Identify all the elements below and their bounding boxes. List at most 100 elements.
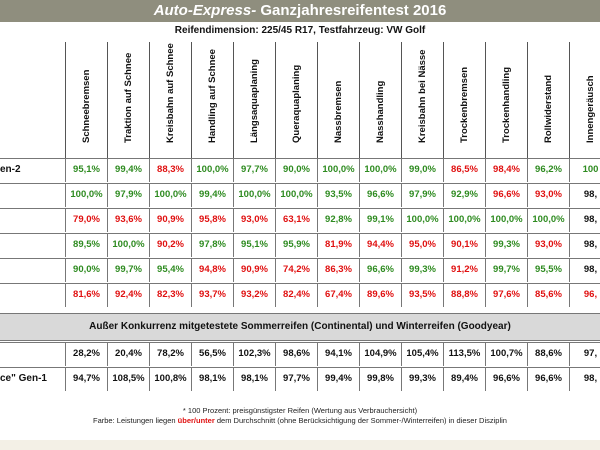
table-cell: 74,2% <box>275 259 317 282</box>
table-cell: 95,1% <box>65 159 107 182</box>
column-header: Trockenbremsen <box>443 42 485 158</box>
table-cell: 97,9% <box>107 184 149 207</box>
column-header: Rollwiderstand <box>527 42 569 158</box>
table-cell: 100,0% <box>275 184 317 207</box>
table-cell: 97,6% <box>485 284 527 307</box>
footnote-2-highlight: über/unter <box>177 416 215 425</box>
table-cell: 98, <box>569 259 600 282</box>
table-cell: 95,0% <box>401 234 443 257</box>
table-cell: 89,4% <box>443 368 485 391</box>
table-cell: 82,4% <box>275 284 317 307</box>
table-cell: 100,0% <box>65 184 107 207</box>
table-cell: 98, <box>569 209 600 232</box>
column-header: Längsaquaplaning <box>233 42 275 158</box>
table-cell: 99,8% <box>359 368 401 391</box>
table-cell: 98, <box>569 368 600 391</box>
table-cell: 100,7% <box>485 343 527 366</box>
table-cell: 94,4% <box>359 234 401 257</box>
table-cell: 100,0% <box>401 209 443 232</box>
column-header-label: Kreisbahn auf Schnee <box>164 43 176 143</box>
bottom-strip <box>0 440 600 450</box>
column-header-label: Schneebremsen <box>80 69 92 143</box>
table-cell: 93,5% <box>401 284 443 307</box>
table-cell: 96,6% <box>485 184 527 207</box>
table-cell: 79,0% <box>65 209 107 232</box>
row-label: en-2 <box>0 164 21 175</box>
column-header: Kreisbahn auf Schnee <box>149 42 191 158</box>
table-cell: 92,8% <box>317 209 359 232</box>
column-header: Innengeräusch <box>569 42 600 158</box>
table-cell: 99,4% <box>191 184 233 207</box>
table-cell: 100,0% <box>107 234 149 257</box>
table-cell: 94,8% <box>191 259 233 282</box>
table-cell: 95,9% <box>275 234 317 257</box>
table-cell: 67,4% <box>317 284 359 307</box>
table-cell: 94,7% <box>65 368 107 391</box>
table-row: 90,0% 99,7% 95,4% 94,8% 90,9% 74,2% 86,3% 96,6%… <box>0 258 600 282</box>
row-label <box>0 284 65 308</box>
column-header: Nassbremsen <box>317 42 359 158</box>
table-cell: 104,9% <box>359 343 401 366</box>
table-cell: 20,4% <box>107 343 149 366</box>
table-cell: 90,2% <box>149 234 191 257</box>
table-cell: 78,2% <box>149 343 191 366</box>
table-cell: 100,8% <box>149 368 191 391</box>
table-cell: 100,0% <box>317 159 359 182</box>
table-cell: 91,2% <box>443 259 485 282</box>
table-cell: 100,0% <box>443 209 485 232</box>
table-cell: 90,9% <box>149 209 191 232</box>
column-header-label: Queraquaplaning <box>290 64 302 143</box>
table-cell: 90,0% <box>65 259 107 282</box>
table-row: 100,0% 97,9% 100,0% 99,4% 100,0% 100,0% 93,5% 9… <box>0 183 600 207</box>
table-row: ce" Gen-1 94,7% 108,5% 100,8% 98,1% 98,1% 97,7… <box>0 367 600 391</box>
column-header-label: Trockenbremsen <box>458 66 470 143</box>
table-cell: 100,0% <box>233 184 275 207</box>
column-header-label: Innengeräusch <box>584 75 596 143</box>
table-cell: 113,5% <box>443 343 485 366</box>
table-cell: 99,4% <box>317 368 359 391</box>
footnote-1: * 100 Prozent: preisgünstigster Reifen (… <box>182 406 418 415</box>
column-header: Schneebremsen <box>65 42 107 158</box>
table-cell: 56,5% <box>191 343 233 366</box>
table-row: 81,6% 92,4% 82,3% 93,7% 93,2% 82,4% 67,4% 89,6%… <box>0 283 600 307</box>
row-label: ce" Gen-1 <box>0 373 47 384</box>
table-cell: 94,1% <box>317 343 359 366</box>
table-cell: 99,7% <box>485 259 527 282</box>
column-header: Handling auf Schnee <box>191 42 233 158</box>
table-cell: 96,6% <box>485 368 527 391</box>
row-label <box>0 343 65 367</box>
table-cell: 99,1% <box>359 209 401 232</box>
table-cell: 100,0% <box>527 209 569 232</box>
table-cell: 85,6% <box>527 284 569 307</box>
table-row: 89,5% 100,0% 90,2% 97,8% 95,1% 95,9% 81,9% 94,4… <box>0 233 600 257</box>
table-cell: 96, <box>569 284 600 307</box>
table-cell: 89,6% <box>359 284 401 307</box>
table-cell: 86,5% <box>443 159 485 182</box>
table-cell: 100,0% <box>149 184 191 207</box>
row-label <box>0 209 65 233</box>
page-title: Ganzjahresreifentest 2016 <box>256 2 447 19</box>
column-header: Nasshandling <box>359 42 401 158</box>
subtitle: Reifendimension: 225/45 R17, Testfahrzeu… <box>174 25 426 36</box>
table-cell: 93,0% <box>233 209 275 232</box>
table-cell: 93,2% <box>233 284 275 307</box>
title-banner: Auto-Express- Ganzjahresreifentest 2016 <box>0 0 600 22</box>
footnote-2-post: dem Durchschnitt (ohne Berücksichtigung … <box>214 416 507 425</box>
column-header: Queraquaplaning <box>275 42 317 158</box>
column-header-label: Kreisbahn bei Nässe <box>416 49 428 143</box>
table-row: en-2 95,1% 99,4% 88,3% 100,0% 97,7% 90,0% 100,0… <box>0 158 600 182</box>
table-cell: 100 <box>569 159 600 182</box>
column-header: Kreisbahn bei Nässe <box>401 42 443 158</box>
table-cell: 96,6% <box>359 184 401 207</box>
table-cell: 95,1% <box>233 234 275 257</box>
table-cell: 100,0% <box>485 209 527 232</box>
table-cell: 96,6% <box>527 368 569 391</box>
column-header-label: Traktion auf Schnee <box>122 52 134 143</box>
table-cell: 99,3% <box>401 368 443 391</box>
table-cell: 97, <box>569 343 600 366</box>
table-cell: 99,3% <box>401 259 443 282</box>
table-cell: 93,6% <box>107 209 149 232</box>
table-cell: 96,2% <box>527 159 569 182</box>
table-cell: 90,9% <box>233 259 275 282</box>
table-cell: 95,5% <box>527 259 569 282</box>
